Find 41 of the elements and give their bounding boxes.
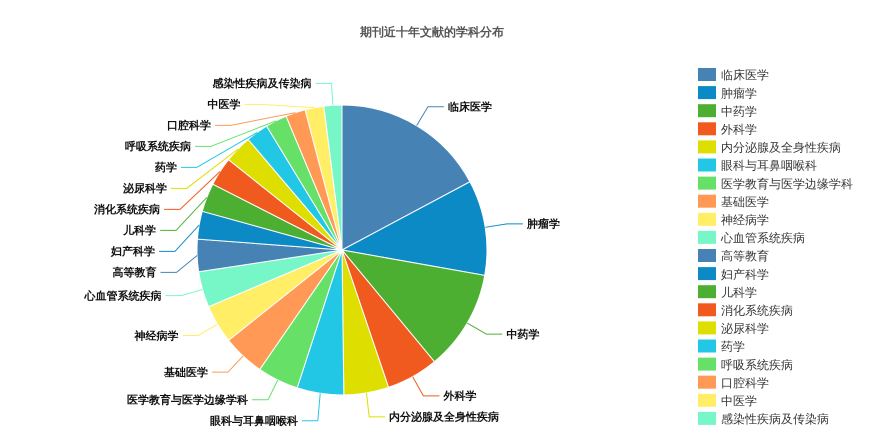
slice-label: 消化系统疾病 [93, 203, 160, 216]
legend-label: 内分泌腺及全身性疾病 [721, 140, 841, 155]
legend-label: 临床医学 [721, 68, 769, 82]
slice-label: 泌尿科学 [122, 182, 167, 196]
slice-label: 外科学 [442, 390, 476, 403]
legend-label: 医学教育与医学边缘学科 [721, 176, 853, 191]
slice-label: 妇产科学 [110, 245, 156, 258]
legend-label: 中药学 [721, 104, 757, 118]
slice-label: 眼科与耳鼻咽喉科 [210, 414, 298, 428]
legend-label: 儿科学 [721, 285, 757, 300]
slice-label: 儿科学 [122, 224, 156, 238]
legend-label: 药学 [721, 340, 745, 354]
legend-label: 泌尿科学 [721, 322, 769, 336]
slice-label: 中药学 [506, 328, 540, 341]
legend-label: 基础医学 [721, 194, 769, 209]
slice-label: 医学教育与医学边缘学科 [127, 394, 248, 407]
slice-label: 神经病学 [134, 329, 179, 342]
slice-label: 药学 [154, 161, 177, 174]
legend-label: 消化系统疾病 [721, 304, 793, 318]
legend-label: 眼科与耳鼻咽喉科 [721, 158, 817, 173]
slice-label: 基础医学 [163, 366, 208, 379]
chart-title: 期刊近十年文献的学科分布 [359, 25, 504, 39]
slice-label: 心血管系统疾病 [83, 289, 162, 302]
legend-label: 妇产科学 [721, 267, 769, 282]
legend-label: 中医学 [721, 394, 757, 408]
slice-label: 内分泌腺及全身性疾病 [389, 410, 500, 424]
legend-label: 呼吸系统疾病 [721, 358, 793, 372]
legend-label: 肿瘤学 [721, 86, 757, 100]
slice-label: 口腔科学 [166, 119, 211, 132]
legend-label: 外科学 [721, 122, 757, 136]
slice-label: 呼吸系统疾病 [125, 140, 192, 154]
legend-label: 口腔科学 [721, 376, 769, 390]
legend-label: 高等教育 [721, 249, 769, 264]
slice-label: 中医学 [207, 98, 240, 112]
legend-label: 神经病学 [721, 213, 769, 227]
slice-label: 临床医学 [448, 100, 492, 114]
slice-label: 高等教育 [112, 266, 156, 280]
legend-label: 感染性疾病及传染病 [721, 412, 829, 426]
slice-label: 感染性疾病及传染病 [212, 77, 312, 90]
legend-label: 心血管系统疾病 [720, 231, 805, 246]
slice-label: 肿瘤学 [526, 218, 560, 231]
